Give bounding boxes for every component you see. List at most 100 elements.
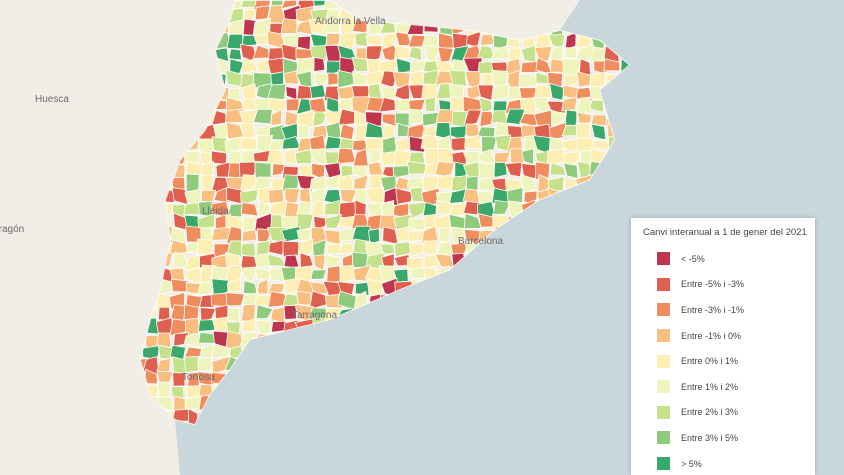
municipality xyxy=(280,122,298,141)
municipality xyxy=(380,86,396,100)
municipality xyxy=(211,278,229,297)
municipality xyxy=(140,147,161,167)
municipality xyxy=(271,163,287,177)
municipality xyxy=(494,8,512,24)
municipality xyxy=(463,0,479,10)
municipality xyxy=(143,423,160,425)
municipality xyxy=(450,226,465,245)
municipality xyxy=(520,18,538,36)
legend-swatch xyxy=(657,303,670,317)
municipality xyxy=(256,278,269,295)
municipality xyxy=(140,122,148,139)
municipality xyxy=(159,123,174,142)
municipality xyxy=(506,186,524,204)
municipality xyxy=(140,279,148,297)
municipality xyxy=(267,188,285,204)
municipality xyxy=(146,278,161,294)
municipality xyxy=(154,110,173,126)
legend-label: Entre 0% i 1% xyxy=(681,356,739,367)
municipality xyxy=(157,423,171,425)
municipality xyxy=(140,34,146,46)
municipality xyxy=(140,98,160,111)
legend-label: < -5% xyxy=(681,253,705,264)
municipality xyxy=(494,17,511,36)
municipality xyxy=(506,0,523,8)
municipality xyxy=(141,174,160,189)
municipality xyxy=(548,121,567,140)
municipality xyxy=(281,43,299,62)
municipality xyxy=(421,254,439,270)
municipality xyxy=(154,56,173,75)
municipality xyxy=(140,6,146,23)
municipality xyxy=(296,228,313,241)
municipality xyxy=(144,435,156,452)
municipality xyxy=(158,30,171,49)
municipality xyxy=(603,58,621,72)
municipality xyxy=(424,96,436,113)
municipality xyxy=(158,409,175,425)
municipality xyxy=(407,201,427,220)
legend-swatch xyxy=(657,457,670,471)
municipality xyxy=(395,5,410,23)
municipality xyxy=(172,137,187,153)
place-label: Aragón xyxy=(0,224,24,235)
municipality xyxy=(224,264,243,284)
place-label: Tortosa xyxy=(182,372,215,383)
municipality xyxy=(521,0,539,11)
municipality xyxy=(156,44,172,64)
municipality xyxy=(185,160,204,177)
municipality xyxy=(228,48,243,61)
legend-item: Entre 1% i 2% xyxy=(657,374,815,400)
municipality xyxy=(197,319,217,332)
municipality xyxy=(282,240,300,258)
municipality xyxy=(254,161,272,180)
municipality xyxy=(493,161,508,179)
municipality xyxy=(196,238,214,257)
municipality xyxy=(533,83,553,100)
municipality xyxy=(366,0,383,10)
municipality xyxy=(352,148,369,168)
municipality xyxy=(169,56,189,74)
legend-swatch xyxy=(657,380,670,394)
municipality xyxy=(521,5,538,22)
municipality xyxy=(155,203,174,218)
municipality xyxy=(155,148,172,166)
municipality xyxy=(156,435,172,451)
municipality xyxy=(140,215,144,231)
municipality xyxy=(296,213,314,232)
municipality xyxy=(140,228,147,244)
municipality xyxy=(392,165,410,179)
municipality xyxy=(154,95,175,114)
municipality xyxy=(338,108,357,126)
municipality xyxy=(183,70,202,86)
municipality xyxy=(142,408,161,425)
municipality xyxy=(184,355,200,373)
municipality xyxy=(548,7,566,24)
legend-swatch xyxy=(657,277,670,291)
municipality xyxy=(313,254,327,272)
municipality xyxy=(197,213,216,231)
legend-label: > 5% xyxy=(681,458,702,469)
municipality xyxy=(143,0,160,10)
municipality xyxy=(196,44,214,64)
municipality xyxy=(284,187,301,206)
municipality xyxy=(172,372,186,387)
municipality xyxy=(213,187,230,204)
municipality xyxy=(198,34,216,49)
municipality xyxy=(210,5,228,19)
municipality xyxy=(564,109,578,128)
municipality xyxy=(173,5,189,24)
legend-swatch xyxy=(657,405,670,419)
municipality xyxy=(575,96,594,115)
municipality xyxy=(551,109,567,129)
municipality xyxy=(140,134,148,153)
municipality xyxy=(183,84,202,100)
municipality xyxy=(297,35,311,51)
municipality xyxy=(324,199,342,216)
municipality xyxy=(158,0,176,10)
municipality xyxy=(326,265,341,283)
municipality xyxy=(564,73,581,87)
municipality xyxy=(365,45,383,62)
legend: Canvi interanual a 1 de gener del 2021 <… xyxy=(631,218,815,475)
municipality xyxy=(325,32,341,47)
